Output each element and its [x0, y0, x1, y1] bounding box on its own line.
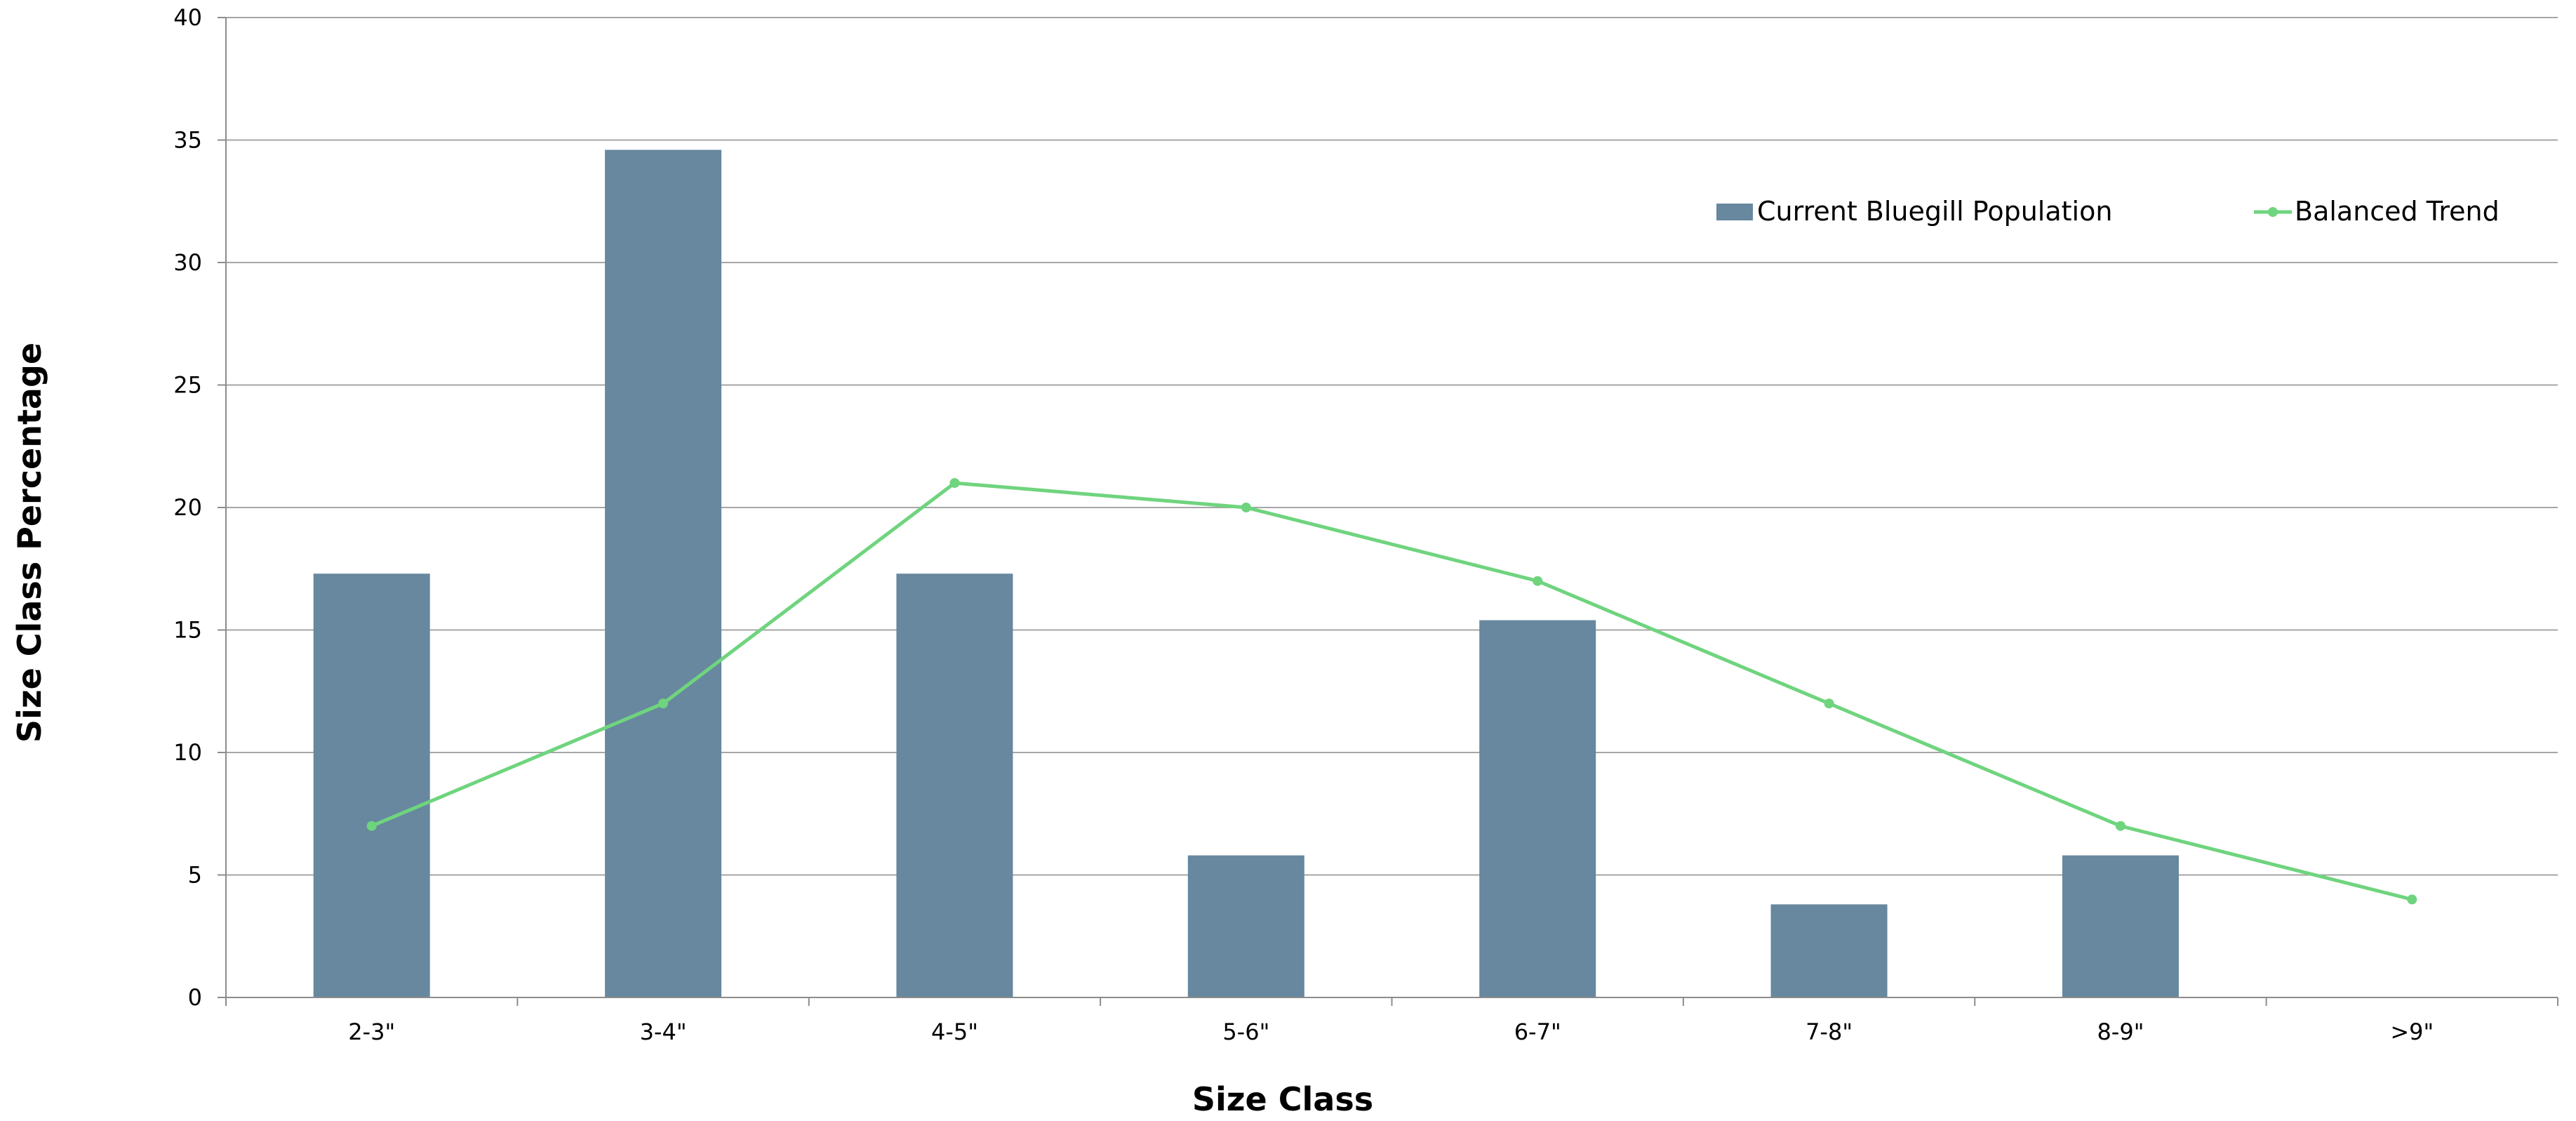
bar — [1479, 620, 1596, 997]
bar-series — [313, 150, 2179, 998]
trend-point — [366, 821, 377, 831]
legend-swatch-bar — [1716, 204, 1753, 220]
bar — [2062, 855, 2179, 997]
x-tick-label: 3-4" — [640, 1019, 687, 1045]
x-tick-label: 7-8" — [1806, 1019, 1853, 1045]
y-tick-label: 20 — [173, 494, 202, 521]
y-axis-title: Size Class Percentage — [11, 343, 48, 743]
y-tick-label: 40 — [173, 4, 202, 31]
y-tick-label: 5 — [188, 862, 202, 889]
x-tick-label: >9" — [2390, 1019, 2434, 1045]
trend-point — [658, 698, 669, 709]
legend-swatch-marker — [2268, 207, 2278, 217]
x-tick-label: 2-3" — [348, 1019, 395, 1045]
y-tick-label: 25 — [173, 372, 202, 399]
x-tick-label: 6-7" — [1514, 1019, 1561, 1045]
trend-point — [949, 478, 960, 489]
trend-line — [371, 481, 2413, 901]
trend-point — [1533, 576, 1543, 586]
x-axis-title: Size Class — [1192, 1080, 1373, 1118]
axes — [218, 17, 2558, 1006]
tick-labels: 0 5 10 15 20 25 30 35 40 2-3" 3-4" 4-5" 5-6" 6-7" 7-8"… — [173, 4, 2434, 1045]
x-tick-label: 5-6" — [1222, 1019, 1269, 1045]
y-tick-label: 15 — [173, 617, 202, 644]
trend-point — [1241, 503, 1251, 512]
legend-label-bar: Current Bluegill Population — [1757, 196, 2112, 227]
y-tick-label: 0 — [188, 984, 202, 1011]
y-tick-label: 10 — [173, 739, 202, 766]
bar — [896, 573, 1013, 997]
trend-point — [2115, 821, 2125, 831]
bar — [1770, 904, 1888, 997]
y-tick-label: 30 — [173, 249, 202, 276]
line-series — [366, 478, 2417, 905]
legend: Current Bluegill Population Balanced Tre… — [1716, 196, 2500, 227]
bar — [605, 150, 722, 998]
x-tick-label: 8-9" — [2097, 1019, 2144, 1045]
y-tick-label: 35 — [173, 127, 202, 154]
trend-point — [1824, 698, 1834, 709]
gridlines — [226, 17, 2558, 876]
x-tick-label: 4-5" — [931, 1019, 978, 1045]
trend-point — [2407, 894, 2417, 905]
bar — [313, 573, 430, 997]
bar — [1187, 855, 1304, 997]
legend-label-line: Balanced Trend — [2295, 196, 2500, 227]
